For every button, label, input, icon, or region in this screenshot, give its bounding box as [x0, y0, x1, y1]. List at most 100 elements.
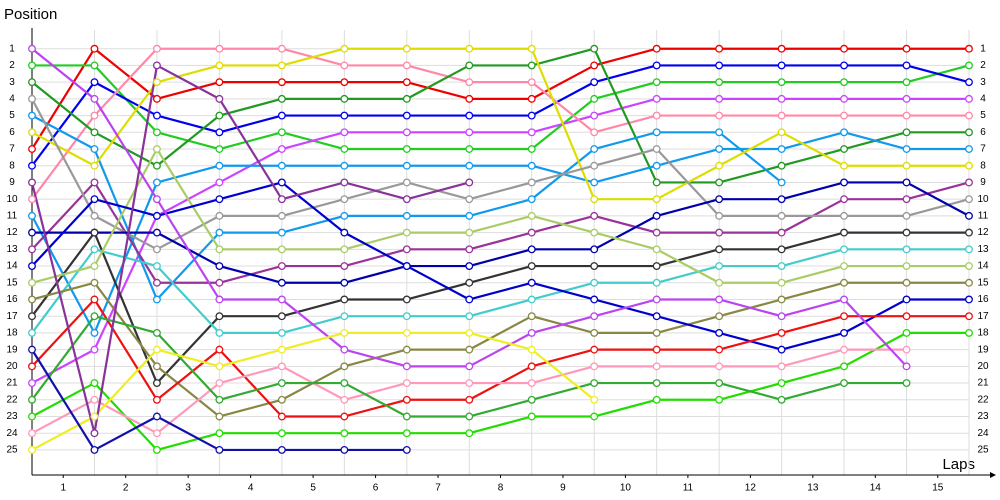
point — [840, 328, 849, 337]
point — [590, 345, 599, 354]
point — [28, 295, 36, 304]
series-line — [31, 331, 969, 452]
point — [215, 94, 224, 103]
point — [965, 278, 973, 287]
point — [590, 211, 599, 220]
point — [777, 328, 786, 337]
x-tick-label: 11 — [683, 483, 694, 494]
point — [90, 195, 99, 204]
y-tick-label: 6 — [9, 127, 15, 138]
point — [402, 178, 411, 187]
x-tick-label: 1 — [60, 483, 66, 494]
point — [28, 61, 36, 70]
point — [28, 262, 36, 270]
y-tick-label-right: 13 — [977, 244, 989, 255]
y-tick-label: 4 — [9, 94, 15, 105]
y-tick-label-right: 22 — [977, 394, 989, 405]
series-line — [31, 98, 970, 251]
y-tick-label-right: 4 — [980, 94, 986, 105]
point — [840, 145, 849, 153]
series-line — [31, 47, 969, 184]
point — [652, 161, 661, 170]
point — [652, 395, 661, 404]
point — [152, 161, 161, 170]
point — [840, 94, 849, 103]
y-tick-label: 8 — [9, 160, 15, 171]
point — [90, 78, 99, 87]
point — [90, 228, 99, 237]
point — [90, 111, 99, 120]
point — [465, 78, 474, 87]
point — [152, 295, 161, 304]
point — [28, 245, 36, 254]
point — [715, 362, 724, 371]
point — [28, 328, 36, 337]
point — [465, 362, 474, 371]
y-tick-label-right: 8 — [980, 160, 986, 171]
point — [28, 161, 36, 170]
point — [28, 379, 36, 388]
point — [277, 379, 286, 388]
point — [340, 94, 349, 103]
x-tick-label: 5 — [310, 483, 316, 494]
point — [590, 44, 599, 53]
point — [277, 345, 286, 354]
point — [277, 262, 286, 270]
y-tick-label-right: 11 — [978, 211, 989, 222]
point — [590, 145, 599, 153]
point — [152, 245, 161, 254]
series-line — [31, 147, 969, 284]
point — [90, 312, 99, 321]
point — [340, 362, 349, 371]
point — [465, 44, 474, 53]
point — [465, 161, 474, 170]
point — [652, 379, 661, 388]
y-tick-label-right: 2 — [980, 60, 986, 71]
point — [777, 61, 786, 70]
point — [527, 111, 536, 120]
point — [402, 312, 411, 321]
point — [215, 228, 224, 237]
point — [652, 211, 661, 220]
point — [277, 111, 286, 120]
point — [840, 312, 849, 321]
point — [527, 362, 536, 371]
point — [152, 94, 161, 103]
point — [840, 178, 849, 187]
y-tick-label: 16 — [6, 294, 18, 305]
point — [402, 429, 411, 438]
point — [902, 228, 911, 237]
y-tick-label: 5 — [9, 110, 15, 121]
point — [777, 111, 786, 120]
point — [777, 345, 786, 354]
point — [215, 161, 224, 170]
point — [402, 328, 411, 337]
point — [902, 195, 911, 204]
point — [152, 445, 161, 454]
point — [777, 195, 786, 204]
y-tick-label-right: 7 — [980, 144, 986, 155]
point — [777, 228, 786, 237]
point — [90, 145, 99, 153]
y-tick-label-right: 14 — [977, 261, 989, 272]
y-tick-label: 3 — [9, 77, 15, 88]
point — [465, 312, 474, 321]
point — [340, 211, 349, 220]
point — [215, 345, 224, 354]
point — [840, 278, 849, 287]
point — [840, 161, 849, 170]
point — [340, 345, 349, 354]
point — [590, 262, 599, 270]
point — [590, 61, 599, 70]
point — [215, 412, 224, 421]
point — [277, 128, 286, 137]
point — [652, 145, 661, 153]
point — [402, 94, 411, 103]
point — [777, 94, 786, 103]
point — [152, 362, 161, 371]
point — [777, 278, 786, 287]
point — [402, 295, 411, 304]
point — [277, 278, 286, 287]
point — [402, 195, 411, 204]
